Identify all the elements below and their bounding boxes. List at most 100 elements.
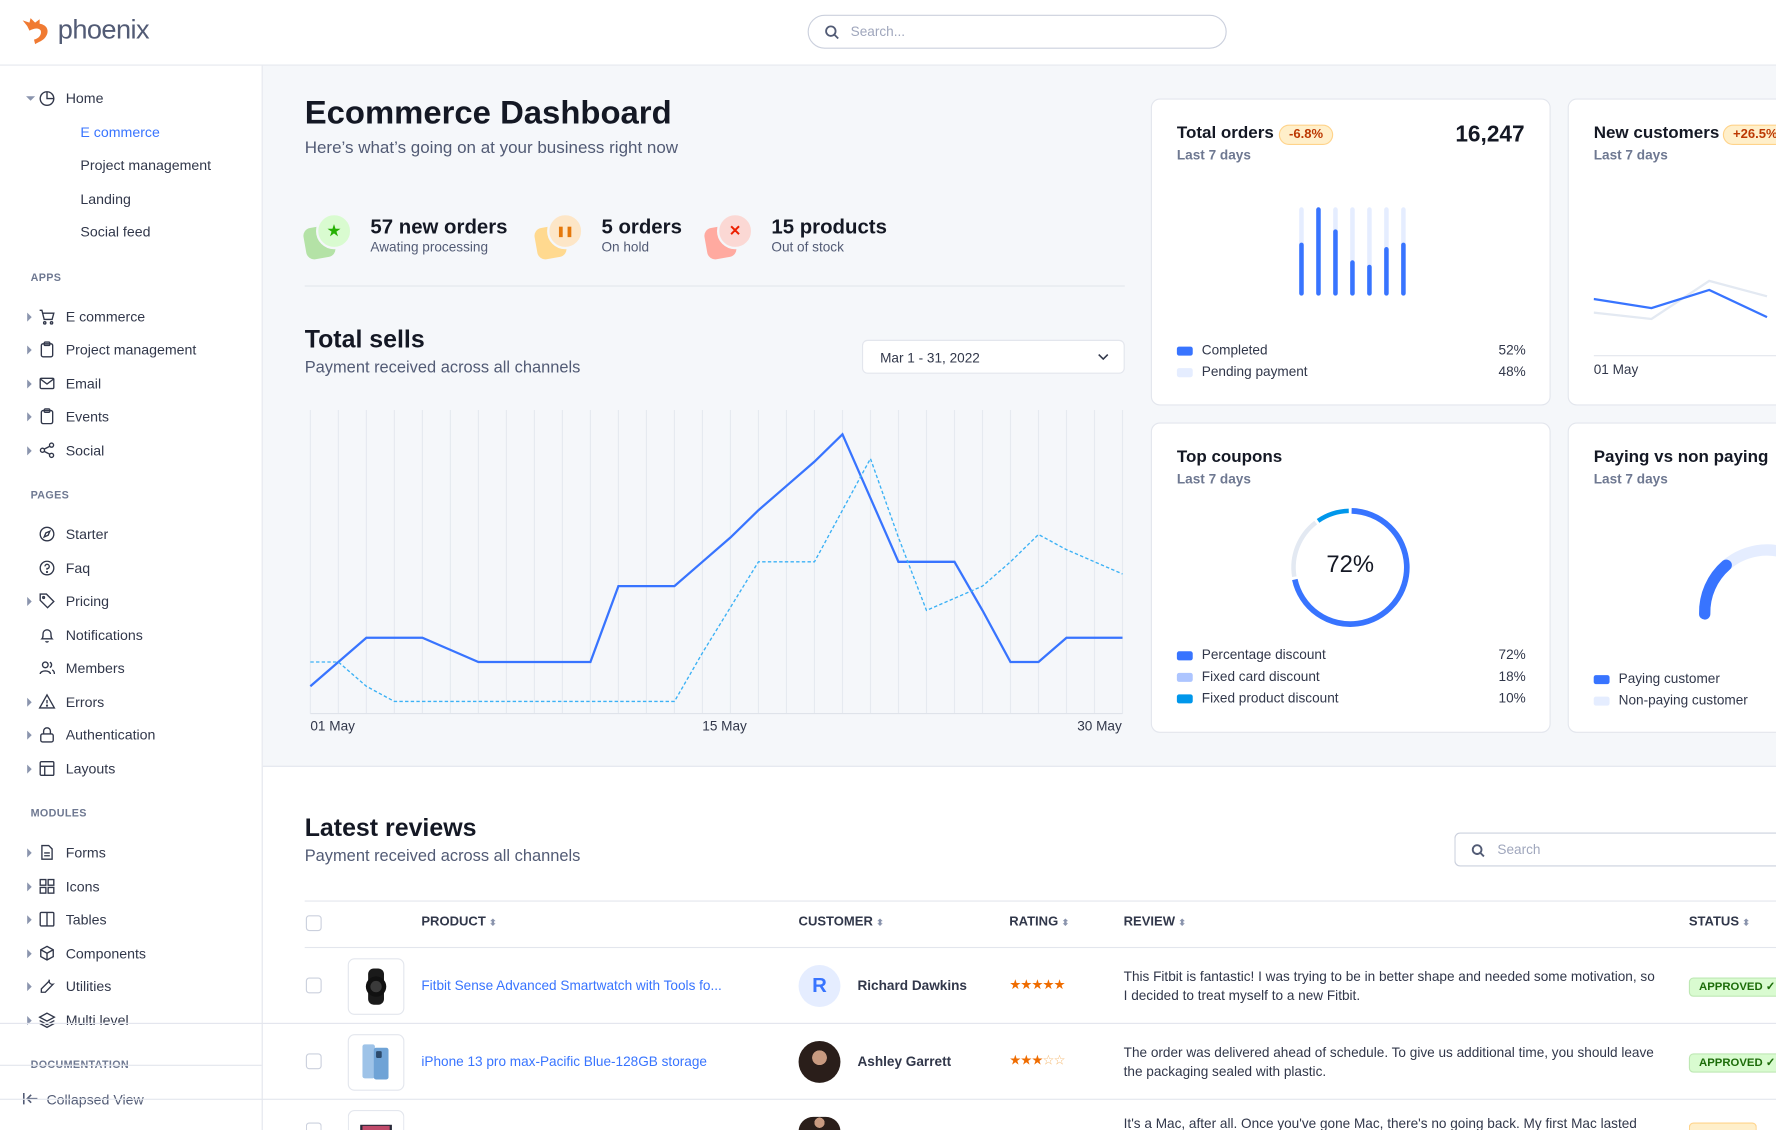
sidebar-section-label: MODULES <box>30 807 87 821</box>
caret-right-icon[interactable] <box>27 764 32 774</box>
legend-label: Paying customer <box>1618 670 1720 687</box>
sidebar-item-events[interactable]: Events <box>0 403 262 430</box>
sidebar-item-project-management[interactable]: Project management <box>0 336 262 363</box>
star-empty-icon: ☆ <box>1042 1052 1054 1069</box>
column-header-review[interactable]: REVIEW ⬍ <box>1124 915 1186 929</box>
legend-value: 18% <box>1498 668 1526 685</box>
row-checkbox[interactable] <box>305 977 322 994</box>
card-subtitle: Last 7 days <box>1176 471 1251 488</box>
caret-right-icon[interactable] <box>27 948 32 958</box>
sidebar-section-label: APPS <box>30 271 62 284</box>
help-circle-icon <box>39 560 55 575</box>
check-icon: ✓ <box>1762 980 1776 994</box>
sidebar-item-e-commerce[interactable]: E commerce <box>0 118 262 145</box>
sidebar-item-errors[interactable]: Errors <box>0 688 262 715</box>
caret-right-icon[interactable] <box>27 1015 32 1025</box>
caret-right-icon[interactable] <box>27 345 32 355</box>
sidebar-item-label: Layouts <box>65 760 116 777</box>
column-header-status[interactable]: STATUS ⬍ <box>1689 915 1750 929</box>
legend-label: Pending payment <box>1201 363 1308 380</box>
sidebar-item-project-management[interactable]: Project management <box>0 152 262 179</box>
sidebar-item-social[interactable]: Social <box>0 437 262 464</box>
smartwatch-image[interactable] <box>347 958 405 1015</box>
laptop-image[interactable] <box>347 1110 405 1130</box>
header-label: CUSTOMER <box>798 915 873 929</box>
donut-slice <box>1292 508 1410 627</box>
caret-down-icon[interactable] <box>26 96 36 101</box>
caret-right-icon[interactable] <box>27 596 32 606</box>
sidebar-item-social-feed[interactable]: Social feed <box>0 219 262 246</box>
sidebar-item-label: Social <box>65 442 105 459</box>
sidebar-item-authentication[interactable]: Authentication <box>0 722 262 749</box>
star-filled-icon: ★ <box>1053 976 1065 993</box>
caret-right-icon[interactable] <box>27 412 32 422</box>
sidebar-item-landing[interactable]: Landing <box>0 185 262 212</box>
reviews-search-input[interactable]: Search <box>1454 832 1776 867</box>
product-link[interactable]: Fitbit Sense Advanced Smartwatch with To… <box>421 977 722 994</box>
phone-image[interactable] <box>347 1034 405 1091</box>
sidebar-item-icons[interactable]: Icons <box>0 873 262 900</box>
column-header-customer[interactable]: CUSTOMER ⬍ <box>799 915 884 929</box>
avatar[interactable] <box>798 1040 841 1083</box>
rating-stars: ★★★★★ <box>1009 976 1065 993</box>
donut-slice <box>1316 508 1349 523</box>
sidebar-item-label: Utilities <box>65 978 112 995</box>
customer-name[interactable]: Ashley Garrett <box>857 1053 952 1070</box>
global-search-input[interactable]: Search... <box>807 14 1227 49</box>
search-placeholder: Search... <box>850 23 906 40</box>
column-header-product[interactable]: PRODUCT ⬍ <box>421 915 496 929</box>
caret-right-icon[interactable] <box>27 881 32 891</box>
select-all-checkbox[interactable] <box>305 915 322 932</box>
table-top-border <box>304 900 1776 902</box>
caret-right-icon[interactable] <box>27 848 32 858</box>
card-subtitle: Last 7 days <box>1176 147 1251 164</box>
sidebar-item-label: Tables <box>65 911 107 928</box>
sidebar-item-faq[interactable]: Faq <box>0 554 262 581</box>
avatar[interactable] <box>798 1116 841 1130</box>
caret-right-icon[interactable] <box>27 312 32 322</box>
caret-right-icon[interactable] <box>27 378 32 388</box>
bar-completed <box>1384 247 1389 296</box>
sidebar-item-starter[interactable]: Starter <box>0 521 262 548</box>
sort-icon: ⬍ <box>1061 917 1070 928</box>
layout-icon <box>39 760 55 776</box>
logo-text[interactable]: phoenix <box>57 14 150 46</box>
sidebar-item-members[interactable]: Members <box>0 655 262 682</box>
table-row: iPhone 13 pro max-Pacific Blue-128GB sto… <box>0 1024 1776 1100</box>
sidebar-item-components[interactable]: Components <box>0 940 262 967</box>
caret-right-icon[interactable] <box>27 445 32 455</box>
product-link[interactable]: iPhone 13 pro max-Pacific Blue-128GB sto… <box>421 1053 707 1070</box>
sidebar-item-forms[interactable]: Forms <box>0 839 262 866</box>
avatar[interactable]: R <box>798 965 841 1007</box>
x-tick-label: 01 May <box>310 718 355 734</box>
legend-label: Percentage discount <box>1201 646 1326 663</box>
sidebar-item-pricing[interactable]: Pricing <box>0 588 262 615</box>
sidebar-item-notifications[interactable]: Notifications <box>0 621 262 648</box>
date-range-select[interactable]: Mar 1 - 31, 2022 <box>861 339 1125 374</box>
tag-icon <box>39 593 55 609</box>
sidebar-item-e-commerce[interactable]: E commerce <box>0 303 262 330</box>
sidebar-item-label: Landing <box>80 190 131 207</box>
sidebar-item-layouts[interactable]: Layouts <box>0 755 262 782</box>
caret-right-icon[interactable] <box>27 982 32 992</box>
sidebar-item-email[interactable]: Email <box>0 370 262 397</box>
caret-right-icon[interactable] <box>27 730 32 740</box>
star-icon: ★ <box>316 212 353 250</box>
sidebar-item-utilities[interactable]: Utilities <box>0 973 262 1000</box>
card-title: Top coupons <box>1176 447 1283 467</box>
star-filled-icon: ★ <box>1020 1052 1032 1069</box>
caret-right-icon[interactable] <box>27 915 32 925</box>
column-header-rating[interactable]: RATING ⬍ <box>1009 915 1069 929</box>
sidebar-item-tables[interactable]: Tables <box>0 906 262 933</box>
legend-swatch <box>1176 672 1193 682</box>
sidebar-item-home[interactable]: Home <box>0 85 262 112</box>
stat-subtitle: Awating processing <box>370 238 489 255</box>
caret-right-icon[interactable] <box>27 697 32 707</box>
customer-name[interactable]: Richard Dawkins <box>857 977 967 994</box>
x-icon: ✕ <box>716 212 754 250</box>
review-text: This Fitbit is fantastic! I was trying t… <box>1123 968 1655 1004</box>
pie-chart-icon <box>39 91 55 107</box>
sidebar-item-label: Events <box>65 408 109 425</box>
row-checkbox[interactable] <box>305 1122 322 1130</box>
row-checkbox[interactable] <box>305 1053 322 1070</box>
